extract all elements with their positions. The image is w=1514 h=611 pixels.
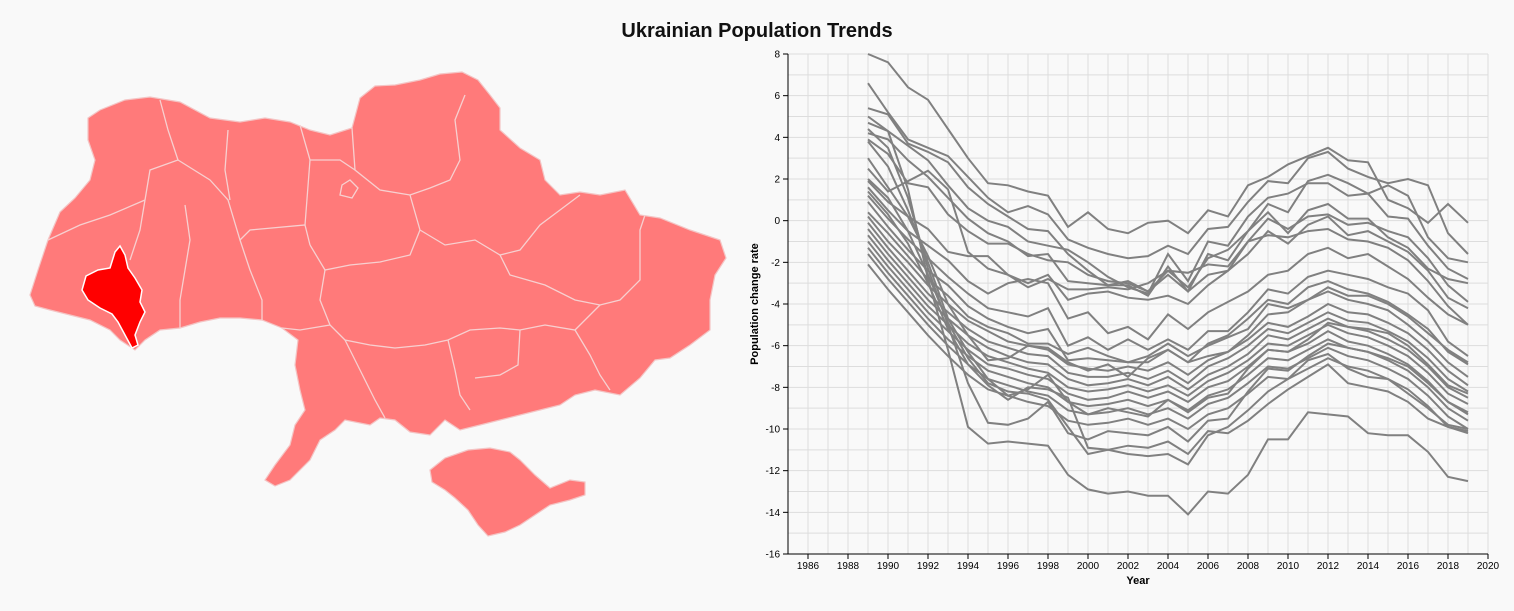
series-line-21[interactable] — [867, 157, 1469, 379]
y-tick-label: -4 — [771, 300, 780, 311]
x-tick-label: 1998 — [1037, 561, 1060, 572]
x-tick-label: 1992 — [917, 561, 940, 572]
series-line-25[interactable] — [867, 178, 1469, 456]
x-tick-label: 1990 — [877, 561, 900, 572]
series-line-17[interactable] — [867, 240, 1469, 414]
series-line-14[interactable] — [867, 222, 1469, 393]
map-region-crimea[interactable] — [429, 447, 586, 537]
series-line-13[interactable] — [867, 215, 1469, 387]
x-tick-label: 1994 — [957, 561, 980, 572]
series-line-20[interactable] — [867, 263, 1469, 435]
series-line-26[interactable] — [867, 190, 1469, 466]
x-tick-label: 2008 — [1237, 561, 1260, 572]
y-tick-label: 8 — [774, 50, 780, 61]
page-title: Ukrainian Population Trends — [621, 20, 893, 42]
map-regions — [29, 71, 727, 537]
series-line-4[interactable] — [867, 121, 1469, 295]
x-tick-label: 2010 — [1277, 561, 1300, 572]
y-tick-label: -6 — [771, 341, 780, 352]
y-tick-label: -10 — [766, 425, 781, 436]
series-line-23[interactable] — [867, 128, 1469, 443]
x-tick-label: 2018 — [1437, 561, 1460, 572]
x-tick-label: 2014 — [1357, 561, 1380, 572]
chart-axes: -16 -14 -12 -10 -8 -6 -4 -2 0 2 4 6 8 1986 1988 1990 199… — [766, 50, 1500, 573]
y-tick-label: 0 — [774, 216, 780, 227]
x-tick-label: 2004 — [1157, 561, 1180, 572]
x-tick-label: 1996 — [997, 561, 1020, 572]
x-tick-label: 2016 — [1397, 561, 1420, 572]
chart-series — [867, 53, 1469, 516]
map-region-selected[interactable] — [81, 244, 146, 349]
y-tick-label: -2 — [771, 258, 780, 269]
x-axis-title: Year — [1126, 575, 1150, 587]
series-line-8[interactable] — [867, 180, 1469, 326]
x-tick-label: 2006 — [1197, 561, 1220, 572]
y-tick-label: -8 — [771, 383, 780, 394]
x-tick-label: 2000 — [1077, 561, 1100, 572]
series-line-10[interactable] — [867, 195, 1469, 357]
chart-grid — [787, 53, 1489, 555]
y-tick-label: -16 — [766, 550, 781, 561]
y-axis-title: Population change rate — [749, 243, 761, 365]
x-tick-label: 1988 — [837, 561, 860, 572]
y-tick-label: 4 — [774, 133, 780, 144]
y-tick-label: -14 — [766, 508, 781, 519]
series-line-6[interactable] — [867, 138, 1469, 303]
series-line-16[interactable] — [867, 234, 1469, 405]
y-tick-label: 6 — [774, 91, 780, 102]
series-line-12[interactable] — [867, 211, 1469, 378]
x-tick-label: 2012 — [1317, 561, 1340, 572]
y-tick-label: 2 — [774, 175, 780, 186]
x-tick-label: 2002 — [1117, 561, 1140, 572]
x-tick-label: 2020 — [1477, 561, 1500, 572]
series-line-2[interactable] — [867, 82, 1469, 260]
series-line-22[interactable] — [867, 140, 1469, 418]
y-tick-label: -12 — [766, 466, 781, 477]
series-line-5[interactable] — [867, 132, 1469, 297]
series-line-9[interactable] — [867, 186, 1469, 341]
series-line-1[interactable] — [867, 53, 1469, 235]
series-line-7[interactable] — [867, 167, 1469, 310]
ukraine-map — [29, 71, 727, 537]
series-line-24[interactable] — [867, 115, 1469, 516]
x-tick-label: 1986 — [797, 561, 820, 572]
